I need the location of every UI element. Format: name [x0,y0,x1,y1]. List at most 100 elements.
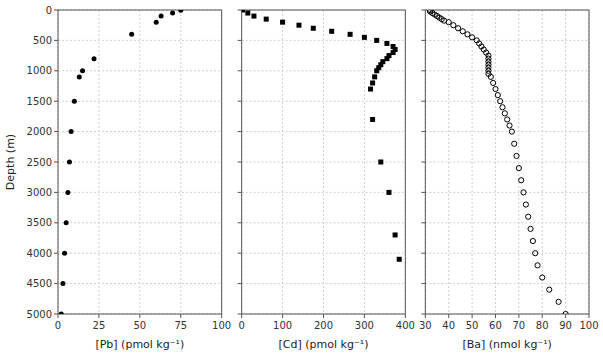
x-tick-label: 100 [273,320,292,331]
x-tick [364,314,365,318]
point [460,29,465,34]
point [370,80,375,85]
x-tick-label: 100 [212,320,231,331]
point [370,117,375,122]
point [512,141,517,146]
point [491,80,496,85]
y-tick [421,131,425,132]
y-tick [421,314,425,315]
y-tick [238,253,242,254]
x-tick [448,314,449,318]
point [469,35,474,40]
x-tick [405,314,406,318]
y-grid-line [425,40,589,41]
point [348,32,353,37]
point [92,56,97,61]
point [62,251,67,256]
point [374,38,379,43]
y-tick [54,40,58,41]
y-grid-line [242,40,406,41]
x-grid-line [472,10,473,314]
point [362,35,367,40]
y-grid-line [242,283,406,284]
y-grid-line [58,131,222,132]
y-grid-line [425,70,589,71]
y-grid-line [242,101,406,102]
points [242,10,402,262]
point [154,20,159,25]
y-grid-line [425,222,589,223]
plot-frame [58,10,222,314]
y-tick [421,162,425,163]
x-tick [589,314,590,318]
point [535,263,540,268]
y-grid-line [425,162,589,163]
panel: 0100200300400[Cd] (pmol kg⁻¹) [238,8,415,352]
x-tick [472,314,473,318]
y-tick [238,10,242,11]
point [451,23,456,28]
point [251,14,256,19]
point [533,251,538,256]
x-tick-label: 80 [536,320,549,331]
y-tick [238,192,242,193]
point [547,287,552,292]
point [465,32,470,37]
x-tick [425,314,426,318]
y-tick [238,70,242,71]
x-grid-line [180,10,181,314]
x-axis-label: [Cd] (pmol kg⁻¹) [279,338,369,351]
y-tick-label: 1500 [27,96,52,107]
y-grid-line [242,70,406,71]
y-tick [238,222,242,223]
y-grid-line [58,192,222,193]
point [368,87,373,92]
x-tick-label: 90 [559,320,572,331]
y-tick [54,162,58,163]
x-tick-label: 75 [174,320,187,331]
point [386,190,391,195]
y-tick-label: 1000 [27,65,52,76]
chart: 0255075100050010001500200025003000350040… [0,0,603,362]
y-grid-line [58,101,222,102]
point [245,11,250,16]
x-tick-label: 50 [466,320,479,331]
x-tick-label: 100 [579,320,598,331]
x-tick [542,314,543,318]
points [427,10,568,314]
point [493,86,498,91]
x-tick [98,314,99,318]
point [397,257,402,262]
y-tick-label: 3000 [27,187,52,198]
points [59,10,183,314]
y-tick-label: 2500 [27,157,52,168]
x-tick [241,314,242,318]
y-tick [54,283,58,284]
y-grid-line [425,283,589,284]
y-grid-line [242,131,406,132]
y-grid-line [58,222,222,223]
plot-frame [242,10,406,314]
point [329,29,334,34]
y-tick [421,40,425,41]
y-tick [54,253,58,254]
point [446,20,451,25]
x-tick [221,314,222,318]
point [280,20,285,25]
x-tick [139,314,140,318]
point [498,99,503,104]
point [296,23,301,28]
y-grid-line [242,192,406,193]
x-grid-line [448,10,449,314]
y-tick-label: 5000 [27,309,52,320]
x-tick [518,314,519,318]
x-tick [282,314,283,318]
y-tick [421,192,425,193]
point [505,117,510,122]
x-tick-label: 70 [512,320,525,331]
y-tick [421,70,425,71]
y-tick [54,314,58,315]
y-axis-label: Depth (m) [4,134,17,190]
point [170,11,175,16]
point [556,299,561,304]
